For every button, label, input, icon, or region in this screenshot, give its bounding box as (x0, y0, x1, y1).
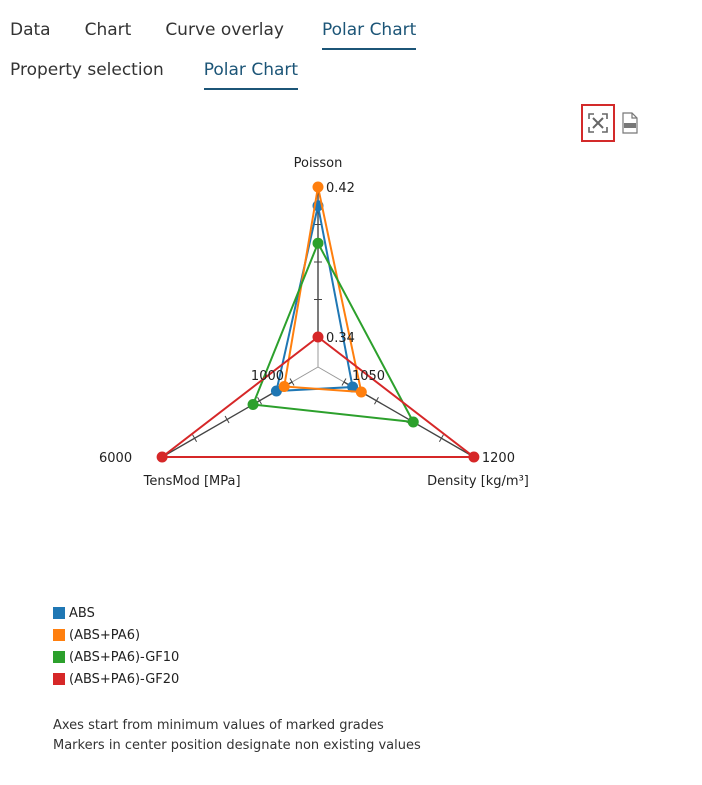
axis-max-label: 0.42 (326, 181, 355, 196)
series-marker[interactable] (347, 381, 359, 393)
axis-min-label: 1000 (251, 369, 284, 384)
legend-label: ABS (69, 605, 95, 621)
series-marker[interactable] (247, 399, 259, 410)
axis-tick (341, 378, 347, 386)
chart-notes: Axes start from minimum values of marked… (53, 716, 421, 756)
legend-item[interactable]: (ABS+PA6)-GF20 (53, 668, 179, 690)
axis-tick (192, 434, 198, 442)
label-layer: Poisson 0.42 0.34 Density [kg/m³] 1200 1050 Te… (99, 156, 529, 489)
expand-icon (588, 113, 608, 133)
series-marker[interactable] (278, 381, 290, 392)
series-marker[interactable] (355, 386, 367, 398)
subtab-property-selection[interactable]: Property selection (10, 60, 164, 80)
axis-max-label: 6000 (99, 451, 132, 466)
legend-label: (ABS+PA6)-GF10 (69, 649, 180, 665)
legend-swatch (53, 607, 65, 619)
series-marker[interactable] (312, 181, 324, 193)
legend-item[interactable]: (ABS+PA6) (53, 624, 179, 646)
axis-tick (374, 397, 379, 405)
axis-tick (224, 415, 230, 424)
tab-data[interactable]: Data (10, 20, 51, 40)
series-marker[interactable] (312, 331, 324, 343)
axis-title: Density [kg/m³] (427, 474, 529, 489)
axis-title: TensMod [MPa] (143, 474, 241, 489)
legend-item[interactable]: ABS (53, 602, 179, 624)
tab-curve-overlay[interactable]: Curve overlay (165, 20, 284, 40)
legend-swatch (53, 673, 65, 685)
axis-max-label: 1200 (482, 451, 515, 466)
series-polygon (159, 335, 477, 458)
axis-inner-line (317, 366, 345, 383)
axis-tick (257, 397, 262, 405)
pdf-export-button[interactable] (620, 112, 642, 136)
legend-item[interactable]: (ABS+PA6)-GF10 (53, 646, 179, 668)
legend-label: (ABS+PA6) (69, 627, 141, 643)
note-center-markers: Markers in center position designate non… (53, 738, 421, 753)
axis-title: Poisson (294, 156, 343, 171)
subtab-polar-chart[interactable]: Polar Chart (203, 60, 299, 90)
expand-button[interactable] (581, 104, 615, 142)
series-layer (156, 181, 480, 463)
tab-chart[interactable]: Chart (84, 20, 132, 40)
axis-min-label: 0.34 (326, 331, 355, 346)
note-axes-start: Axes start from minimum values of marked… (53, 718, 384, 733)
axis-tick (438, 434, 444, 442)
legend: ABS (ABS+PA6) (ABS+PA6)-GF10 (ABS+PA6)-GF20 (53, 602, 179, 690)
axis-min-label: 1050 (352, 369, 385, 384)
sub-tabs: Property selection Polar Chart (0, 60, 320, 90)
series-marker[interactable] (407, 416, 419, 428)
series-marker[interactable] (312, 237, 324, 249)
polar-chart: Poisson 0.42 0.34 Density [kg/m³] 1200 1050 Te… (99, 156, 529, 489)
legend-label: (ABS+PA6)-GF20 (69, 671, 180, 687)
axes-layer (159, 186, 477, 461)
series-marker[interactable] (468, 451, 480, 463)
axis-tick (289, 378, 295, 386)
axis-inner-line (291, 366, 319, 383)
legend-swatch (53, 651, 65, 663)
series-marker[interactable] (156, 451, 168, 463)
main-tabs: Data Chart Curve overlay Polar Chart (0, 20, 438, 50)
tab-polar-chart[interactable]: Polar Chart (321, 20, 417, 50)
series-polygon (251, 240, 416, 424)
legend-swatch (53, 629, 65, 641)
pdf-export-icon (622, 112, 638, 134)
